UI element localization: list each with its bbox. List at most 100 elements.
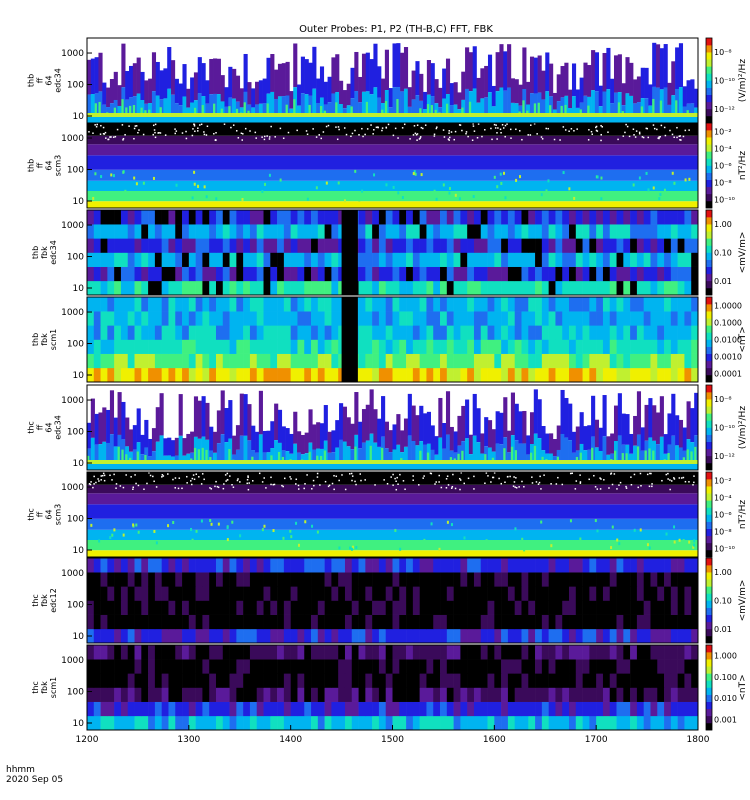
y-tick-label: 10: [73, 197, 85, 207]
spectrogram-cell: [128, 125, 130, 127]
spectrogram-cell: [157, 132, 159, 134]
spectrogram-cell: [618, 484, 620, 486]
spectrogram-cell: [433, 367, 441, 382]
spectrogram-cell: [452, 473, 454, 476]
spectrogram-band: [87, 518, 698, 530]
spectrogram-cell: [319, 97, 325, 113]
spectrogram-cell: [670, 224, 678, 239]
spectrogram-cell: [107, 138, 109, 141]
spectrogram-cell: [602, 91, 607, 113]
spectrogram-cell: [476, 102, 481, 113]
spectrogram-cell: [127, 701, 135, 717]
spectrogram-cell: [114, 687, 122, 702]
spectrogram-cell: [331, 238, 339, 253]
spectrogram-cell: [378, 558, 387, 573]
spectrogram-cell: [406, 687, 414, 702]
spectrogram-cell: [168, 659, 176, 674]
spectrogram-cell: [181, 132, 184, 134]
spectrogram-cell: [569, 572, 577, 587]
spectrogram-cell: [98, 101, 101, 116]
spectrogram-cell: [141, 586, 149, 601]
spectrogram-cell: [412, 645, 420, 660]
spectrogram-cell: [178, 394, 183, 436]
spectrogram-cell: [453, 266, 461, 282]
spectrogram-cell: [521, 311, 529, 326]
spectrogram-cell: [480, 224, 488, 239]
spectrogram-cell: [664, 266, 672, 282]
spectrogram-cell: [222, 701, 230, 717]
spectrogram-cell: [595, 125, 598, 128]
spectrogram-cell: [541, 138, 544, 140]
spectrogram-cell: [487, 252, 495, 267]
spectrogram-cell: [365, 673, 373, 688]
spectrogram-band: [87, 460, 698, 464]
spectrogram-cell: [433, 701, 441, 717]
spectrogram-cell: [556, 101, 561, 113]
spectrogram-cell: [109, 390, 115, 435]
spectrogram-cell: [102, 407, 107, 442]
spectrogram-cell: [141, 600, 149, 615]
spectrogram-cell: [323, 450, 327, 464]
spectrogram-cell: [650, 472, 652, 475]
spectrogram-cell: [93, 210, 101, 225]
spectrogram-cell: [434, 454, 439, 460]
spectrogram-cell: [360, 479, 362, 482]
spectrogram-cell: [209, 659, 217, 674]
panel-frame: [86, 384, 699, 471]
spectrogram-cell: [652, 98, 655, 115]
spectrogram-cell: [571, 63, 577, 97]
spectrogram-cell: [547, 127, 549, 130]
spectrogram-cell: [596, 311, 604, 326]
spectrogram-cell: [521, 138, 523, 141]
spectrogram-cell: [392, 252, 400, 267]
spectrogram-cell: [236, 572, 244, 587]
spectrogram-cell: [684, 715, 692, 730]
spectrogram-cell: [503, 90, 508, 113]
spectrogram-cell: [691, 367, 698, 382]
spectrogram-cell: [154, 572, 162, 587]
spectrogram-cell: [344, 687, 353, 702]
spectrogram-cell: [602, 252, 611, 267]
spectrogram-cell: [541, 238, 549, 253]
colorbar-segment: [706, 596, 712, 601]
spectrogram-cell: [571, 431, 577, 453]
spectrogram-cell: [311, 252, 319, 267]
spectrogram-cell: [536, 133, 538, 135]
y-tick-label: 100: [67, 340, 84, 350]
spectrogram-cell: [283, 645, 291, 660]
spectrogram-cell: [93, 297, 101, 312]
spectrogram-cell: [297, 701, 305, 717]
spectrogram-cell: [507, 572, 515, 587]
spectrogram-cell: [514, 280, 522, 295]
spectrogram-cell: [399, 339, 407, 354]
spectrogram-cell: [412, 210, 420, 225]
spectrogram-cell: [112, 174, 115, 178]
spectrogram-cell: [560, 433, 565, 460]
spectrogram-cell: [378, 586, 387, 601]
spectrogram-cell: [613, 473, 616, 475]
spectrogram-cell: [677, 586, 685, 601]
spectrogram-cell: [304, 311, 312, 326]
spectrogram-cell: [338, 687, 346, 702]
spectrogram-cell: [317, 572, 325, 587]
spectrogram-cell: [316, 476, 319, 478]
spectrogram-cell: [623, 266, 631, 282]
spectrogram-cell: [636, 210, 644, 225]
spectrogram-cell: [385, 280, 393, 295]
spectrogram-cell: [609, 558, 617, 573]
colorbar-tick-label: 10⁻¹⁰: [714, 424, 735, 433]
spectrogram-cell: [270, 701, 278, 717]
spectrogram-cell: [616, 367, 624, 382]
spectrogram-cell: [503, 397, 508, 438]
spectrogram-cell: [485, 539, 488, 543]
spectrogram-cell: [324, 701, 332, 717]
spectrogram-cell: [633, 528, 636, 532]
spectrogram-cell: [175, 238, 183, 253]
spectrogram-cell: [148, 456, 153, 460]
spectrogram-cell: [97, 478, 99, 480]
spectrogram-cell: [587, 425, 592, 450]
spectrogram-cell: [120, 280, 129, 295]
spectrogram-cell: [600, 197, 603, 201]
spectrogram-cell: [541, 99, 546, 113]
spectrogram-cell: [113, 107, 117, 118]
